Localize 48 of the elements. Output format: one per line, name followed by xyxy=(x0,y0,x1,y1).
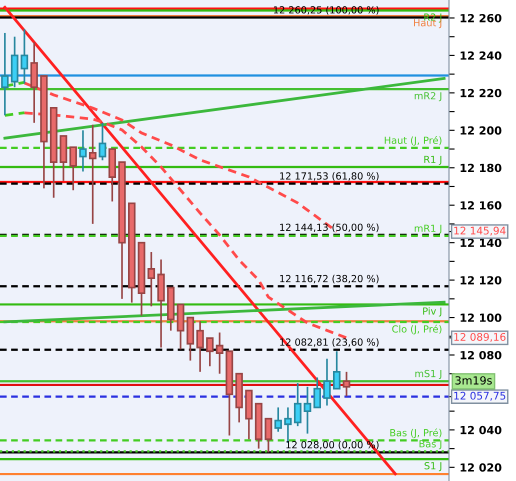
candlestick xyxy=(79,129,87,172)
y-tick-label: 12 200 xyxy=(460,126,502,135)
ref-line-label: Piv J xyxy=(423,307,442,317)
ref-line-label: mR2 J xyxy=(414,92,442,102)
y-tick-label: 12 220 xyxy=(460,88,502,98)
y-tick-label: 12 100 xyxy=(460,314,502,322)
y-tick-label: 12 140 xyxy=(460,238,502,248)
ref-line-label: Haut (J, Pré) xyxy=(384,136,442,146)
y-tick-label: 12 080 xyxy=(460,350,502,360)
y-tick-label: 12 260 xyxy=(460,14,502,22)
candlestick xyxy=(274,406,282,433)
ref-line-label: 12 144,13 (50,00 %) xyxy=(280,223,379,232)
ref-line-label: 12 260,25 (100,00 %) xyxy=(274,6,379,15)
candlestick xyxy=(20,28,28,84)
ref-line-label: S1 J xyxy=(424,462,442,472)
candlestick xyxy=(98,122,106,162)
ref-line-label: Bas (J, Pré) xyxy=(390,428,442,438)
y-tick-label: 12 089,16 xyxy=(454,332,506,342)
ref-line-label: Clo (J, Pré) xyxy=(392,324,442,334)
ref-line-label: 12 116,72 (38,20 %) xyxy=(280,274,379,284)
candlestick xyxy=(1,32,9,116)
y-tick-label: 12 120 xyxy=(460,276,502,284)
text: 3m19s xyxy=(455,376,492,385)
candlestick xyxy=(294,382,302,427)
y-tick-label: 12 020 xyxy=(460,463,502,472)
y-tick-label: 12 040 xyxy=(460,426,502,434)
y-tick-label: 12 240 xyxy=(460,51,502,60)
candlestick xyxy=(148,251,156,308)
ref-line-label: mS1 J xyxy=(415,370,442,380)
y-tick-label: 12 145,94 xyxy=(454,226,506,236)
candlestick xyxy=(206,337,214,368)
candlestick xyxy=(342,371,350,398)
y-tick-label: 12 057,75 xyxy=(454,392,506,401)
candlestick xyxy=(313,376,321,408)
candlestick xyxy=(264,418,272,454)
candlestick xyxy=(332,350,341,390)
ref-line-label: R1 J xyxy=(424,156,442,165)
candlestick xyxy=(196,320,204,373)
candlestick xyxy=(69,146,77,192)
ref-line-label: Bas J xyxy=(420,440,442,450)
candlestick xyxy=(88,124,96,225)
y-tick-label: 12 180 xyxy=(460,164,502,172)
candlestick xyxy=(304,386,312,434)
ref-line-label: mR1 J xyxy=(414,224,442,234)
y-tick-label: 12 160 xyxy=(460,201,502,210)
ref-line-label: 12 171,53 (61,80 %) xyxy=(280,172,379,181)
candlestick xyxy=(216,332,224,375)
candlestick xyxy=(323,358,331,406)
